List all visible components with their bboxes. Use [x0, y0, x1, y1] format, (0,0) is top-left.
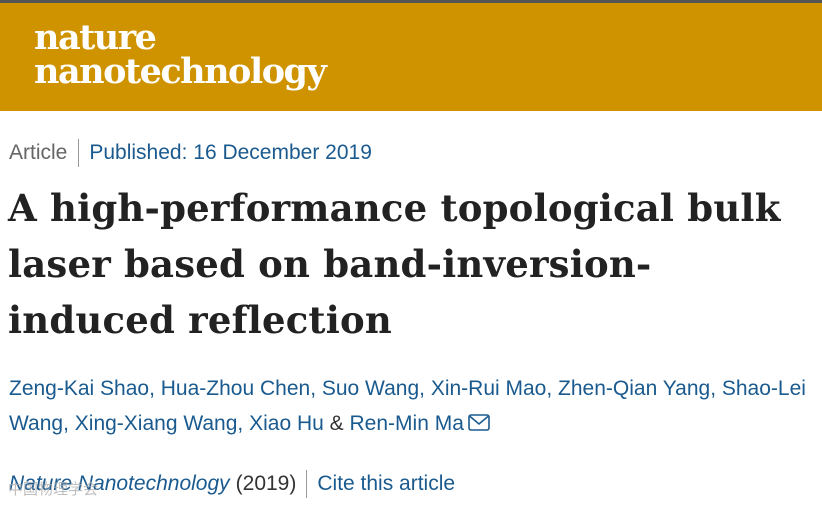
- logo-line-2: nanotechnology: [34, 51, 327, 92]
- author-link[interactable]: Shao-Lei Wang: [9, 377, 806, 435]
- author-separator: ,: [546, 377, 559, 400]
- article-title: A high-performance topological bulk lase…: [8, 186, 781, 342]
- citation-line: Nature Nanotechnology (2019) Cite this a…: [9, 470, 455, 498]
- author-link[interactable]: Xing-Xiang Wang: [74, 412, 238, 435]
- article-type: Article: [9, 141, 68, 164]
- watermark: 中国物理学会: [8, 480, 99, 498]
- author-link[interactable]: Hua-Zhou Chen: [160, 377, 311, 400]
- article-meta: Article Published: 16 December 2019: [9, 139, 372, 167]
- citation-year: (2019): [235, 472, 297, 495]
- author-link[interactable]: Xin-Rui Mao: [430, 377, 547, 400]
- author-link[interactable]: Ren-Min Ma: [349, 412, 464, 435]
- top-border: [0, 0, 822, 3]
- author-separator: ,: [237, 412, 250, 435]
- meta-divider: [78, 139, 80, 167]
- author-ampersand: &: [329, 412, 344, 435]
- published-date: Published: 16 December 2019: [89, 141, 372, 164]
- mail-icon[interactable]: [468, 414, 490, 431]
- author-separator: ,: [310, 377, 322, 400]
- journal-name[interactable]: Nature Nanotechnology: [9, 472, 230, 495]
- citation-divider: [306, 470, 308, 498]
- journal-banner: nature nanotechnology: [0, 3, 822, 111]
- author-link[interactable]: Suo Wang: [321, 377, 420, 400]
- author-separator: ,: [149, 377, 161, 400]
- author-link[interactable]: Zhen-Qian Yang: [558, 377, 711, 400]
- author-link[interactable]: Xiao Hu: [249, 412, 324, 435]
- author-separator: ,: [710, 377, 722, 400]
- cite-article-link[interactable]: Cite this article: [317, 472, 456, 495]
- author-separator: ,: [63, 412, 75, 435]
- logo-line-1: nature: [34, 17, 157, 58]
- author-separator: ,: [419, 377, 431, 400]
- author-list: Zeng-Kai Shao, Hua-Zhou Chen, Suo Wang, …: [9, 371, 815, 441]
- journal-logo[interactable]: nature nanotechnology: [34, 17, 327, 92]
- author-link[interactable]: Zeng-Kai Shao: [9, 377, 150, 400]
